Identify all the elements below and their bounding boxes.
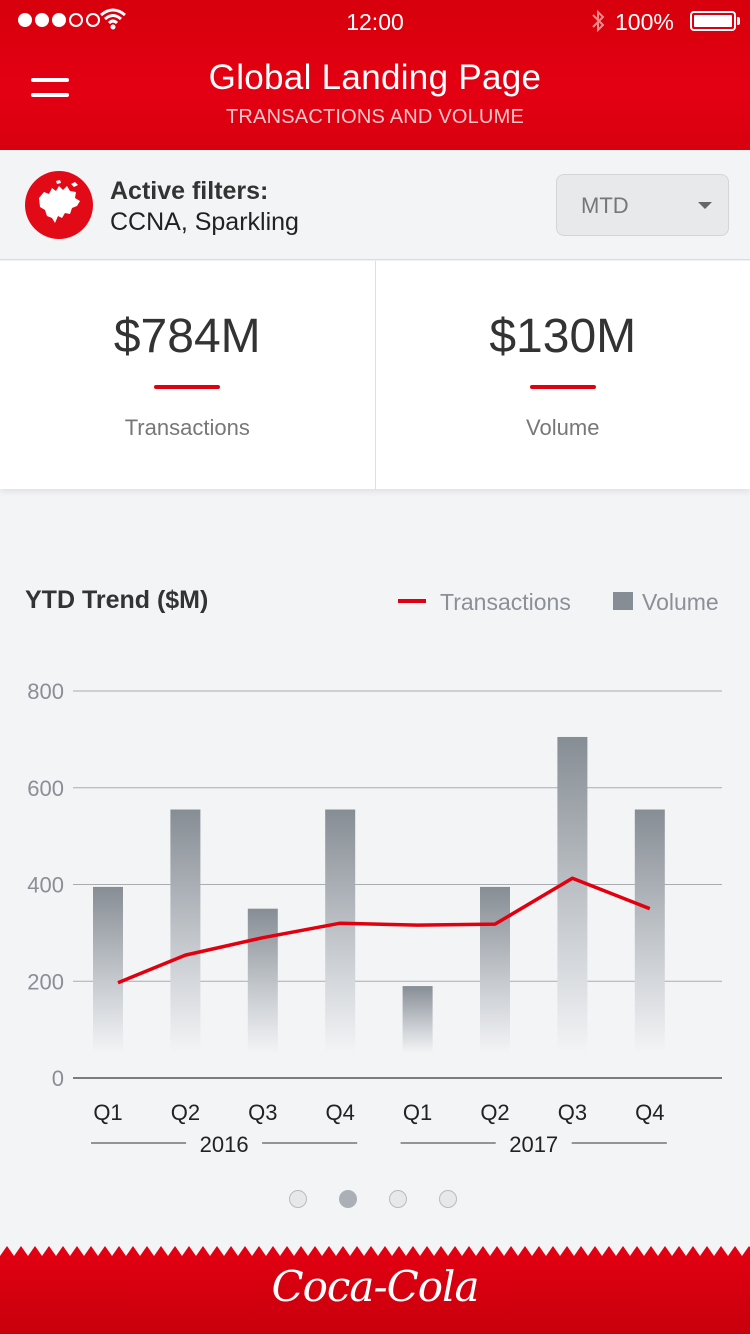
kpi-label: Transactions [124,415,250,440]
hamburger-menu-icon[interactable] [31,78,69,98]
transactions-line [117,876,651,985]
bluetooth-icon [592,9,605,33]
legend-volume-label: Volume [642,589,719,615]
x-tick-label: Q3 [248,1100,277,1125]
legend-volume-swatch [613,592,633,610]
kpi-label: Volume [526,415,600,440]
active-filters-label: Active filters: [110,177,269,205]
filter-bar: Active filters: CCNA, Sparkling MTD [0,150,750,260]
volume-bar [247,908,278,1053]
volume-bar [325,809,356,1053]
kpi-cards: $784M Transactions $130M Volume [0,261,750,489]
chevron-down-icon [698,202,712,209]
kpi-card-transactions[interactable]: $784M Transactions [0,261,375,489]
page-dot[interactable] [439,1190,457,1208]
period-dropdown-value: MTD [581,193,629,218]
wifi-icon [100,8,126,30]
x-tick-label: Q1 [93,1100,122,1125]
y-tick-label: 600 [27,776,64,801]
coca-cola-logo: Coca-Cola [271,1262,479,1311]
y-tick-label: 800 [27,679,64,704]
volume-bar [557,736,588,1053]
kpi-card-volume[interactable]: $130M Volume [374,261,750,489]
kpi-value: $130M [489,310,637,363]
ytd-trend-chart: 0 200 400 600 800 Q1 Q2 Q3 Q4 Q1 Q2 Q3 Q4 2016 2017 [27,679,722,1157]
group-label: 2016 [200,1132,249,1157]
x-tick-label: Q3 [558,1100,587,1125]
active-filters-value: CCNA, Sparkling [110,208,299,236]
volume-bar [634,809,665,1053]
x-tick-label: Q4 [635,1100,664,1125]
y-tick-label: 200 [27,969,64,994]
page-dot[interactable] [389,1190,407,1208]
app-header: 12:00 100% Global Landing Page TRANSACTI… [0,0,750,150]
chart-title: YTD Trend ($M) [25,586,209,614]
x-tick-label: Q4 [326,1100,355,1125]
x-tick-label: Q2 [480,1100,509,1125]
period-dropdown[interactable]: MTD [556,174,729,236]
region-map-icon[interactable] [25,171,93,239]
page-dot[interactable] [339,1190,357,1208]
volume-bar [402,986,433,1053]
cell-signal-icon [18,13,100,27]
volume-bar [93,886,123,1053]
y-tick-label: 0 [52,1066,64,1091]
page-subtitle: TRANSACTIONS AND VOLUME [226,106,524,128]
page-indicator [289,1190,457,1208]
status-bar: 12:00 100% [0,0,750,42]
volume-bar [170,809,201,1053]
kpi-divider [154,385,221,389]
page-title: Global Landing Page [208,58,542,97]
x-tick-label: Q2 [171,1100,200,1125]
x-tick-label: Q1 [403,1100,432,1125]
battery-icon [690,11,736,31]
page-dot[interactable] [289,1190,307,1208]
legend-transactions-swatch [398,599,426,603]
volume-bar [480,886,510,1053]
y-tick-label: 400 [27,873,64,898]
legend-transactions-label: Transactions [440,589,571,615]
kpi-value: $784M [113,310,261,363]
status-time: 12:00 [346,9,404,35]
group-label: 2017 [509,1132,558,1157]
footer-band [0,1246,750,1334]
battery-percent: 100% [615,9,674,35]
kpi-divider [529,385,596,389]
